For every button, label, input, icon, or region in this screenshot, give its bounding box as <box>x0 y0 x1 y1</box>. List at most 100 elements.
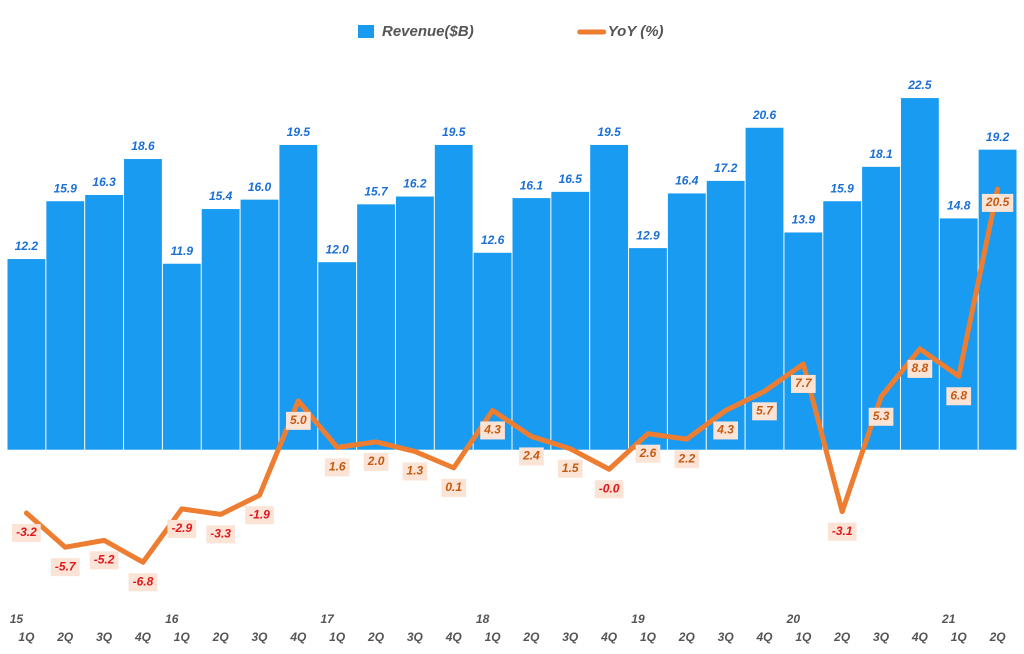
x-tick-label: 4Q <box>289 630 307 644</box>
bar-label: 16.4 <box>675 174 699 188</box>
line-label-box <box>89 551 119 570</box>
line-label: -3.2 <box>16 525 37 539</box>
line-label-box <box>791 374 816 393</box>
line <box>23 186 1001 565</box>
line-label-box <box>946 387 972 406</box>
line-label-group: 2.0 <box>363 452 389 471</box>
bar <box>124 159 162 450</box>
line-label-group: -3.2 <box>12 524 41 543</box>
x-group-label: 18 <box>476 612 490 626</box>
line-label-group: 1.3 <box>402 462 428 481</box>
bar <box>357 204 395 450</box>
bar <box>395 196 434 450</box>
legend-swatch <box>358 25 374 38</box>
line-label: -3.3 <box>210 527 231 541</box>
bar-label: 15.9 <box>831 181 855 195</box>
line-label: 1.5 <box>562 461 579 475</box>
line-label: 1.3 <box>407 464 424 478</box>
bar-label: 12.2 <box>15 239 39 253</box>
line-label-box <box>907 359 933 378</box>
line-label-group: 4.3 <box>480 421 505 440</box>
x-group-label: 17 <box>321 612 336 626</box>
x-tick-label: 1Q <box>640 630 657 644</box>
line-label-box <box>557 459 583 478</box>
line-label-box <box>674 450 700 469</box>
x-tick-label: 3Q <box>718 630 735 644</box>
line-label-group: -0.0 <box>594 480 624 499</box>
x-tick-label: 1Q <box>174 630 191 644</box>
line-label-box <box>752 402 777 421</box>
bar <box>590 144 629 450</box>
bar <box>85 194 124 450</box>
line-label: -1.9 <box>249 507 270 521</box>
bar-label: 14.8 <box>947 199 971 213</box>
x-tick-label: 4Q <box>445 630 463 644</box>
line-label: 5.7 <box>756 403 774 417</box>
line-label: -5.7 <box>55 559 77 573</box>
line-label: 7.7 <box>795 376 813 390</box>
bar <box>551 191 590 450</box>
line-label-box <box>206 525 235 544</box>
x-tick-label: 4Q <box>755 630 773 644</box>
bar-label: 17.2 <box>714 161 738 175</box>
bar-label: 16.2 <box>403 177 427 191</box>
bar-label: 12.0 <box>326 242 350 256</box>
line-label-group: 1.5 <box>557 459 583 478</box>
x-tick-label: 2Q <box>833 630 851 644</box>
line-label-group: 1.6 <box>324 458 350 477</box>
line-label-group: 5.0 <box>286 411 311 430</box>
line-label: 2.0 <box>367 454 385 468</box>
x-tick-label: 2Q <box>212 630 230 644</box>
line-label-group: -1.9 <box>245 506 274 525</box>
bar-label: 19.5 <box>597 125 621 139</box>
line-label-group: -6.8 <box>128 573 158 592</box>
line-label: -2.9 <box>171 521 192 535</box>
line-label-group: 5.3 <box>868 407 894 426</box>
line-label: 1.6 <box>329 460 346 474</box>
line-label: -0.0 <box>599 481 620 495</box>
line-label-group: -2.9 <box>167 519 197 538</box>
bar <box>745 127 784 450</box>
line-label-box <box>245 506 274 525</box>
line-label-box <box>713 421 738 440</box>
line-label-box <box>324 458 350 477</box>
bar-label: 16.1 <box>520 178 544 192</box>
line-label-group: 7.7 <box>791 374 816 393</box>
bar-label: 12.9 <box>636 228 660 242</box>
x-tick-label: 3Q <box>96 630 113 644</box>
x-tick-label: 1Q <box>485 630 502 644</box>
bar-label: 12.6 <box>481 233 505 247</box>
line-label: 5.0 <box>290 413 307 427</box>
line-label-box <box>635 444 661 463</box>
line-label: 20.5 <box>985 195 1010 209</box>
line-label: 0.1 <box>445 480 462 494</box>
line-label-box <box>441 478 467 497</box>
x-tick-label: 1Q <box>951 630 968 644</box>
bar-label: 15.4 <box>209 189 233 203</box>
x-group-label: 19 <box>631 612 645 626</box>
line-label-group: 2.6 <box>635 444 661 463</box>
bar-label: 11.9 <box>171 244 194 258</box>
bar <box>512 198 551 450</box>
bar-label: 15.9 <box>54 181 78 195</box>
line-label-group: -3.3 <box>206 525 235 544</box>
line-label-group: 4.3 <box>713 421 738 440</box>
line-label-group: 6.8 <box>946 387 972 406</box>
line-label-box <box>480 421 505 440</box>
x-tick-label: 2Q <box>367 630 385 644</box>
line-label-box <box>128 573 158 592</box>
x-tick-label: 2Q <box>522 630 540 644</box>
line-label-group: 2.4 <box>519 447 544 466</box>
bar <box>862 166 900 450</box>
line-label-box <box>363 452 389 471</box>
bar <box>629 248 667 450</box>
bar <box>240 199 279 450</box>
bar-label: 19.5 <box>287 125 311 139</box>
bar <box>46 201 85 450</box>
line-label-box <box>402 462 428 481</box>
x-tick-label: 1Q <box>329 630 346 644</box>
line-label-box <box>12 524 41 543</box>
line-label: -6.8 <box>133 574 154 588</box>
line-label-box <box>827 522 857 541</box>
